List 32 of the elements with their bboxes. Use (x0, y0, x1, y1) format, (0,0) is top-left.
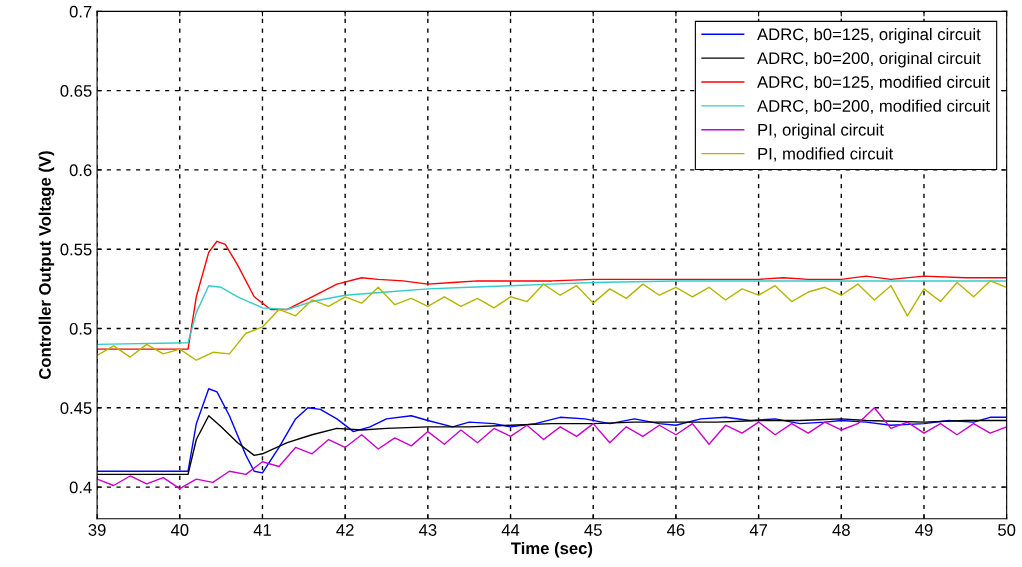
y-tick-label: 0.4 (69, 481, 92, 494)
x-tick-label: 43 (418, 524, 437, 536)
x-tick-label: 48 (832, 524, 850, 536)
x-tick-label: 45 (584, 524, 602, 536)
x-tick-label: 50 (998, 524, 1016, 536)
x-tick-label: 40 (170, 524, 189, 536)
legend-label: ADRC, b0=200, modified circuit (757, 99, 990, 114)
legend-label: PI, modified circuit (758, 147, 894, 162)
x-tick-label: 44 (501, 524, 520, 536)
y-tick-label: 0.45 (60, 402, 92, 414)
line-series (97, 388, 1007, 474)
x-tick-label: 46 (667, 524, 685, 536)
y-tick-label: 0.7 (69, 5, 92, 18)
y-tick-label: 0.6 (69, 164, 92, 177)
y-tick-label: 0.5 (69, 322, 92, 335)
legend-label: ADRC, b0=125, original circuit (757, 28, 981, 44)
x-tick-label: 39 (88, 524, 106, 536)
x-tick-label: 47 (749, 524, 768, 536)
line-series (97, 280, 1007, 346)
line-series (97, 280, 1007, 361)
y-axis-title: Controller Output Voltage (V) (38, 151, 55, 380)
y-tick-label: 0.65 (60, 85, 92, 97)
legend-label: ADRC, b0=125, modified circuit (757, 75, 990, 90)
line-series (97, 240, 1007, 350)
legend-label: ADRC, b0=200, original circuit (757, 51, 981, 68)
y-tick-label: 0.55 (60, 243, 92, 256)
x-tick-label: 41 (253, 524, 271, 536)
x-tick-label: 42 (336, 524, 354, 536)
legend-label: PI, original circuit (758, 123, 884, 140)
line-series (97, 407, 1007, 490)
x-tick-label: 49 (915, 524, 933, 536)
x-axis-title: Time (sec) (511, 541, 593, 558)
